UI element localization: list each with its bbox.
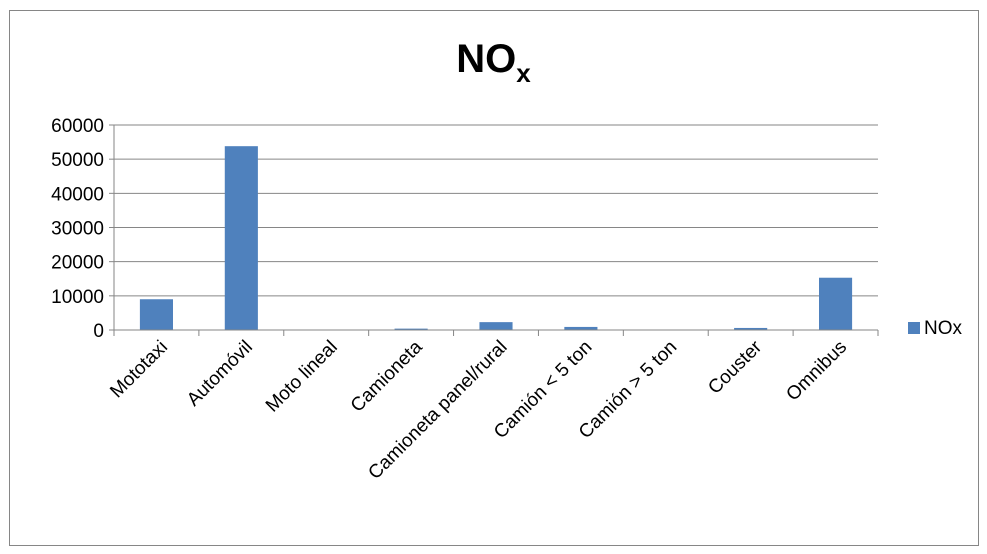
x-tick-label: Camioneta bbox=[347, 336, 427, 416]
chart-title: NOx bbox=[0, 36, 987, 86]
y-tick-label: 60000 bbox=[51, 116, 104, 137]
bar bbox=[479, 322, 513, 330]
y-tick-label: 50000 bbox=[51, 150, 104, 171]
y-tick-label: 40000 bbox=[51, 184, 104, 205]
bar bbox=[564, 326, 598, 330]
bar bbox=[819, 277, 853, 330]
x-tick-label: Camioneta panel/rural bbox=[364, 337, 511, 484]
y-tick-label: 20000 bbox=[51, 253, 104, 274]
x-axis-labels: Mototaxi Automóvil Moto lineal CamionetaCam… bbox=[106, 330, 879, 484]
x-tick-label: Couster bbox=[704, 336, 766, 398]
bar bbox=[394, 328, 428, 330]
x-tick-label: Automóvil bbox=[183, 337, 257, 411]
legend-label: NOx bbox=[924, 318, 963, 339]
legend: NOx bbox=[908, 318, 963, 339]
bar bbox=[224, 146, 258, 330]
bar bbox=[139, 299, 173, 330]
chart-title-subscript: x bbox=[516, 58, 531, 88]
chart-frame bbox=[9, 10, 979, 546]
legend-swatch bbox=[908, 322, 920, 334]
bars bbox=[139, 146, 853, 330]
x-tick-label: Moto lineal bbox=[262, 337, 342, 417]
chart-title-main: NO bbox=[456, 37, 517, 81]
y-tick-label: 30000 bbox=[51, 219, 104, 240]
y-tick-label: 10000 bbox=[51, 287, 104, 308]
axes bbox=[113, 125, 878, 331]
y-axis-ticks: 0 10000 20000 30000 40000 50000 60000 bbox=[51, 116, 114, 342]
bar bbox=[734, 327, 768, 330]
y-tick-label: 0 bbox=[93, 321, 104, 342]
x-tick-label: Mototaxi bbox=[106, 337, 172, 403]
x-tick-label: Omnibus bbox=[782, 337, 851, 406]
